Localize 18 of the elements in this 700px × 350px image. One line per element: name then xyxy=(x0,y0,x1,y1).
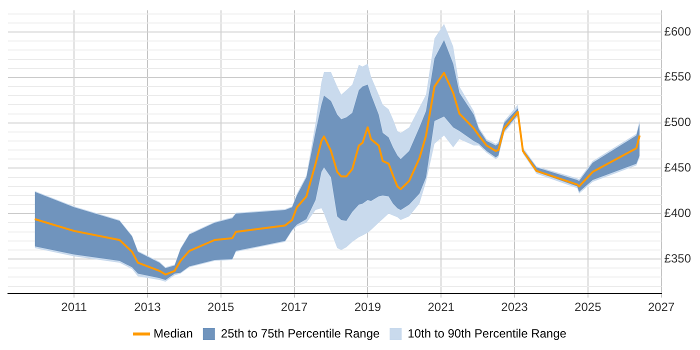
legend-label: 10th to 90th Percentile Range xyxy=(408,326,567,340)
y-tick-label: £500 xyxy=(664,115,692,130)
x-tick-label: 2013 xyxy=(134,300,162,314)
y-tick-label: £600 xyxy=(664,24,692,38)
legend-label: Median xyxy=(154,326,193,340)
y-tick-label: £350 xyxy=(664,251,692,266)
y-tick-label: £400 xyxy=(664,206,692,220)
legend-label: 25th to 75th Percentile Range xyxy=(220,326,380,340)
x-tick-label: 2023 xyxy=(501,300,528,314)
x-tick-label: 2019 xyxy=(354,300,382,314)
y-tick-label: £450 xyxy=(664,160,692,175)
x-tick-label: 2017 xyxy=(280,300,308,314)
x-tick-label: 2021 xyxy=(428,300,455,314)
x-tick-label: 2025 xyxy=(574,300,602,314)
x-tick-label: 2015 xyxy=(208,300,235,314)
y-tick-label: £550 xyxy=(664,70,692,84)
x-tick-label: 2027 xyxy=(648,300,675,314)
x-tick-label: 2011 xyxy=(61,300,88,314)
